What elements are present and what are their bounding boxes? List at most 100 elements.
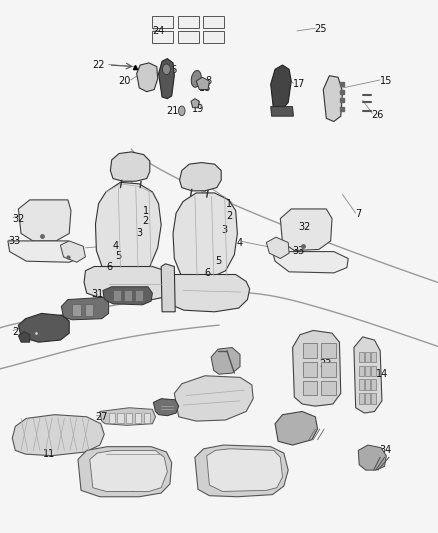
Polygon shape [323,76,343,122]
Bar [321,381,336,395]
Polygon shape [137,63,158,92]
Bar [144,413,150,423]
Text: 10: 10 [237,475,249,484]
Bar [135,413,141,423]
Bar [178,31,199,43]
Bar [359,379,364,390]
Polygon shape [207,449,283,491]
Text: 26: 26 [371,110,384,119]
Bar [371,352,376,362]
Polygon shape [95,182,161,273]
Text: 27: 27 [95,412,108,422]
Polygon shape [166,274,250,312]
Text: 3: 3 [136,229,142,238]
Polygon shape [18,313,69,342]
Polygon shape [84,266,172,301]
Polygon shape [12,415,104,456]
Polygon shape [60,241,85,262]
Text: 8: 8 [205,76,211,86]
Polygon shape [159,59,174,99]
Text: 18: 18 [199,83,212,93]
Polygon shape [280,209,332,251]
Bar [152,31,173,43]
Polygon shape [211,348,240,374]
Bar [359,352,364,362]
Bar [152,16,173,28]
Bar [365,393,370,404]
Text: 16: 16 [166,66,178,75]
Polygon shape [173,193,237,280]
Bar [126,413,132,423]
Polygon shape [354,337,382,413]
Text: 5: 5 [215,256,221,266]
Polygon shape [271,65,291,112]
Text: 1: 1 [143,206,149,215]
Polygon shape [153,399,179,416]
Polygon shape [191,99,199,108]
Text: 14: 14 [376,369,388,379]
Text: 32: 32 [298,222,310,231]
Bar [365,379,370,390]
Text: 9: 9 [129,484,135,494]
Text: 34: 34 [379,446,391,455]
Text: 20: 20 [118,76,131,86]
Text: 33: 33 [8,236,20,246]
Bar [371,379,376,390]
Bar [371,366,376,376]
Text: 19: 19 [192,104,204,114]
Bar [203,16,224,28]
Text: 7: 7 [355,209,361,219]
Text: 29: 29 [12,327,25,336]
Polygon shape [174,376,253,421]
Ellipse shape [191,70,201,87]
Text: 32: 32 [12,214,25,223]
Polygon shape [78,447,172,497]
Ellipse shape [178,106,185,116]
Text: 25: 25 [314,25,327,34]
Text: 22: 22 [92,60,105,70]
Bar [371,393,376,404]
Text: 3: 3 [222,225,228,235]
Bar [303,343,317,358]
Bar [124,290,132,301]
Polygon shape [103,287,152,305]
Polygon shape [61,297,109,320]
Bar [85,304,93,316]
Bar [365,366,370,376]
Text: 4: 4 [237,238,243,247]
Text: 23: 23 [319,359,331,368]
Text: 15: 15 [380,76,392,86]
Text: 5: 5 [116,251,122,261]
Ellipse shape [162,64,170,75]
Bar [203,31,224,43]
Polygon shape [180,163,221,191]
Polygon shape [161,264,175,312]
Bar [178,16,199,28]
Bar [72,304,81,316]
Polygon shape [196,77,209,90]
Bar [359,366,364,376]
Bar [321,343,336,358]
Text: 2: 2 [143,216,149,226]
Text: 4: 4 [112,241,118,251]
Text: 21: 21 [166,106,179,116]
Polygon shape [18,332,30,342]
Polygon shape [100,408,155,425]
Polygon shape [272,252,348,273]
Text: 28: 28 [157,399,169,409]
Polygon shape [266,237,289,259]
Polygon shape [18,200,71,241]
Bar [117,413,124,423]
Text: 33: 33 [293,246,305,255]
Polygon shape [275,411,318,445]
Polygon shape [195,445,288,497]
Polygon shape [293,330,341,406]
Text: 30: 30 [65,305,77,315]
Text: 6: 6 [106,262,112,271]
Text: 1: 1 [226,199,232,208]
Polygon shape [271,107,293,116]
Text: 2: 2 [226,211,232,221]
Text: 31: 31 [91,289,103,299]
Text: 13: 13 [298,428,310,438]
Bar [359,393,364,404]
